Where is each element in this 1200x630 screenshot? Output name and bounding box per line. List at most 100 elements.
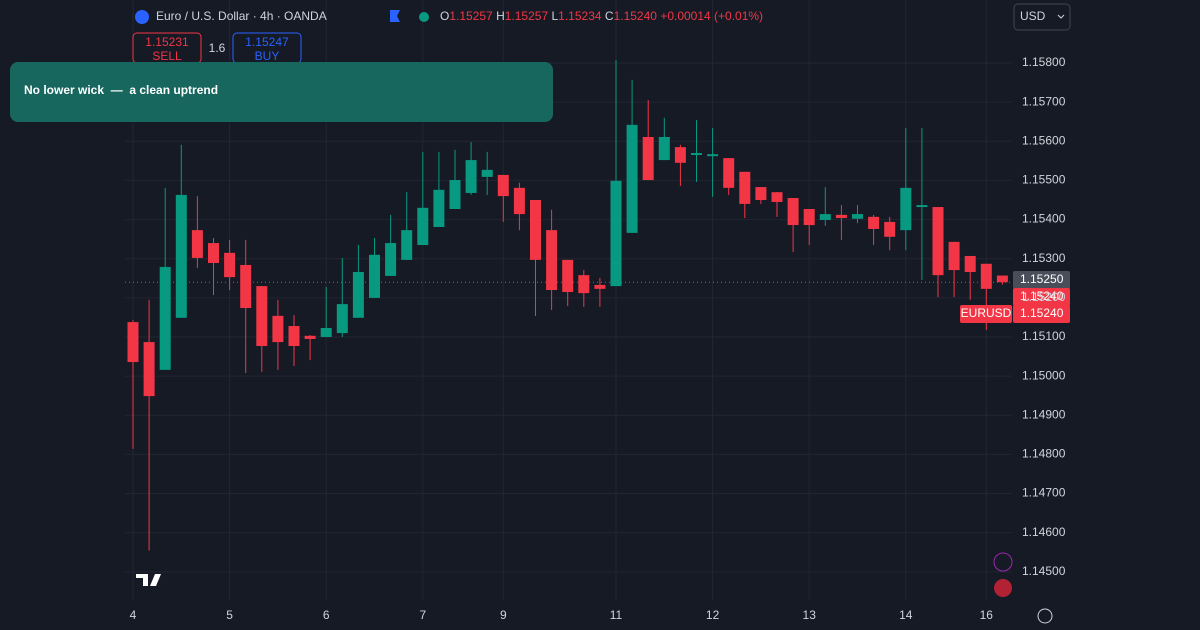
- x-tick-label: 16: [980, 608, 994, 622]
- y-tick-label: 1.15800: [1022, 55, 1066, 69]
- currency: USD: [1020, 9, 1046, 23]
- candle-body: [352, 272, 364, 318]
- candle-body: [594, 284, 606, 289]
- annotation: No lower wick — a clean uptrend: [24, 83, 218, 97]
- candle-body: [191, 230, 203, 258]
- candle-body: [884, 221, 896, 237]
- y-tick-label: 1.15100: [1022, 329, 1066, 343]
- candle-body: [401, 230, 413, 260]
- y-tick-label: 1.15300: [1022, 251, 1066, 265]
- chart-title: Euro / U.S. Dollar · 4h · OANDA: [156, 9, 327, 23]
- symbol-label: EURUSD: [961, 306, 1012, 320]
- sell-label: SELL: [152, 49, 182, 63]
- y-tick-label: 1.15500: [1022, 173, 1066, 187]
- flash-icon: [993, 552, 1013, 572]
- candle-body: [787, 198, 799, 226]
- sell-price: 1.15231: [145, 35, 189, 49]
- candle-body: [143, 342, 155, 397]
- y-tick-label: 1.15400: [1022, 212, 1066, 226]
- candle-body: [610, 180, 622, 287]
- x-tick-label: 9: [500, 608, 507, 622]
- candle-body: [723, 158, 735, 188]
- candle-body: [530, 200, 541, 260]
- y-tick-label: 1.15600: [1022, 133, 1066, 147]
- candle-body: [691, 153, 702, 155]
- y-tick-label: 1.15700: [1022, 94, 1066, 108]
- x-tick-label: 12: [706, 608, 720, 622]
- x-tick-label: 4: [130, 608, 137, 622]
- candle-body: [369, 254, 380, 298]
- candle-body: [626, 124, 638, 233]
- buy-label: BUY: [255, 49, 280, 63]
- candle-body: [900, 187, 912, 231]
- candle-body: [320, 327, 332, 337]
- flag-button: [994, 579, 1012, 597]
- candle-body: [385, 243, 397, 276]
- flag-icon: [390, 10, 400, 22]
- candle-body: [562, 259, 574, 292]
- y-tick-label: 1.14800: [1022, 447, 1066, 461]
- candle-body: [707, 154, 719, 157]
- candle-body: [465, 160, 477, 193]
- price-label-box: [1013, 305, 1070, 323]
- candle-body: [980, 263, 992, 289]
- y-tick-label: 1.14600: [1022, 525, 1066, 539]
- candle-body: [803, 209, 815, 226]
- x-tick-label: 14: [899, 608, 913, 622]
- candle-body: [658, 136, 670, 161]
- ohlc-legend: O1.15257 H1.15257 L1.15234 C1.15240 +0.0…: [440, 9, 763, 23]
- candle-body: [433, 189, 445, 228]
- spread: 1.6: [209, 41, 226, 55]
- y-tick-label: 1.14900: [1022, 407, 1066, 421]
- candle-body: [304, 335, 316, 339]
- chevron: [1057, 14, 1065, 19]
- candle-body: [868, 216, 880, 229]
- candle-body: [835, 214, 847, 219]
- y-tick-label: 1.15000: [1022, 368, 1066, 382]
- x-tick-label: 11: [610, 608, 623, 622]
- candles: [127, 59, 1008, 551]
- price-label: 1.15250: [1020, 272, 1064, 286]
- price-label: 1.15240: [1020, 289, 1064, 303]
- candle-body: [852, 214, 863, 219]
- y-tick-label: 1.14500: [1022, 564, 1066, 578]
- candle-body: [964, 255, 976, 273]
- candle-body: [272, 315, 284, 343]
- candle-body: [417, 207, 429, 246]
- candle-body: [175, 194, 187, 318]
- currency-select[interactable]: [1013, 3, 1071, 31]
- candle-body: [497, 174, 509, 197]
- candle-body: [771, 192, 783, 202]
- price-label-box: [1013, 288, 1070, 306]
- candle-body: [674, 147, 686, 163]
- candle-body: [481, 169, 493, 177]
- settings-icon[interactable]: [1037, 608, 1053, 624]
- x-tick-label: 13: [803, 608, 817, 622]
- x-tick-label: 5: [226, 608, 233, 622]
- candle-body: [546, 230, 558, 291]
- candle-body: [916, 205, 928, 208]
- candle-body: [819, 214, 831, 220]
- annotation-box: [10, 62, 553, 122]
- candle-body: [159, 266, 171, 370]
- candle-body: [208, 243, 219, 264]
- candle-body: [996, 275, 1008, 283]
- status-dot: [419, 12, 429, 22]
- tv-logo: [136, 574, 161, 586]
- candle-body: [739, 171, 751, 204]
- x-tick-label: 7: [419, 608, 426, 622]
- candle-body: [642, 136, 654, 181]
- candle-body: [127, 322, 139, 363]
- candle-body: [449, 180, 461, 210]
- candle-body: [578, 275, 590, 294]
- price-label-box: [1013, 271, 1070, 289]
- symbol-icon: [135, 10, 149, 24]
- symbol-label-box: [960, 305, 1012, 323]
- candle-body: [224, 252, 236, 278]
- candle-body: [240, 264, 252, 309]
- candle-body: [288, 326, 300, 346]
- x-tick-label: 6: [323, 608, 330, 622]
- y-tick-label: 1.14700: [1022, 486, 1066, 500]
- candle-body: [755, 187, 767, 200]
